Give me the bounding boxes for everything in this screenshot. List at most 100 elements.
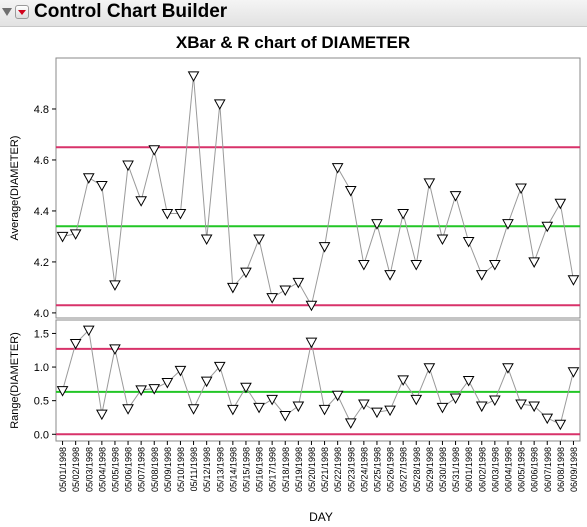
data-point[interactable] — [436, 402, 449, 414]
data-point[interactable] — [567, 275, 580, 286]
x-tick-label: 05/07/1998 — [137, 447, 147, 492]
x-tick-label: 06/03/1998 — [490, 447, 500, 492]
data-point[interactable] — [410, 394, 423, 406]
data-point[interactable] — [187, 404, 200, 415]
data-point[interactable] — [541, 221, 554, 233]
data-point[interactable] — [122, 160, 134, 172]
data-point[interactable] — [384, 405, 396, 417]
data-point[interactable] — [122, 404, 134, 415]
data-point[interactable] — [344, 418, 357, 429]
x-tick-label: 05/21/1998 — [320, 447, 330, 492]
data-point[interactable] — [475, 401, 488, 413]
data-point[interactable] — [423, 363, 436, 374]
data-point[interactable] — [56, 386, 69, 397]
data-point[interactable] — [318, 404, 331, 416]
data-point[interactable] — [200, 234, 213, 246]
x-tick-label: 05/29/1998 — [425, 447, 435, 492]
data-point[interactable] — [358, 399, 370, 411]
x-tick-label: 05/01/1998 — [58, 447, 68, 492]
data-point[interactable] — [462, 376, 475, 387]
panel-1: 4.0 4.2 4.4 4.6 4.8 Average(DIAMETER) — [9, 57, 581, 320]
data-point[interactable] — [187, 71, 200, 82]
data-point[interactable] — [528, 257, 540, 268]
disclosure-triangle-icon[interactable] — [2, 8, 12, 16]
data-point[interactable] — [371, 407, 383, 419]
red-triangle-menu-icon[interactable] — [15, 5, 29, 19]
data-point[interactable] — [227, 404, 239, 416]
x-tick-label: 06/01/1998 — [464, 447, 474, 492]
data-point[interactable] — [397, 208, 409, 220]
data-point[interactable] — [305, 300, 318, 312]
data-point[interactable] — [69, 229, 82, 240]
data-point[interactable] — [436, 234, 449, 246]
data-point[interactable] — [213, 99, 226, 110]
data-point[interactable] — [528, 401, 540, 413]
x-tick-label: 05/23/1998 — [346, 447, 356, 492]
data-point[interactable] — [502, 363, 514, 374]
chart-title: XBar & R chart of DIAMETER — [176, 33, 410, 52]
data-point[interactable] — [96, 180, 108, 192]
data-point[interactable] — [200, 376, 213, 388]
data-point[interactable] — [279, 285, 292, 296]
data-point[interactable] — [489, 395, 501, 407]
data-point[interactable] — [266, 293, 278, 304]
x-tick-label: 05/09/1998 — [163, 447, 173, 492]
data-point[interactable] — [253, 234, 265, 246]
y-tick-label: 4.4 — [34, 206, 49, 218]
data-point[interactable] — [148, 145, 161, 156]
data-point[interactable] — [253, 402, 265, 414]
data-point[interactable] — [371, 219, 383, 230]
data-point[interactable] — [292, 401, 305, 413]
data-point[interactable] — [449, 191, 462, 202]
data-point[interactable] — [515, 183, 527, 195]
data-point[interactable] — [305, 337, 318, 349]
data-point[interactable] — [82, 325, 95, 337]
data-point[interactable] — [109, 344, 121, 355]
data-point[interactable] — [331, 390, 344, 402]
data-point[interactable] — [344, 186, 357, 197]
data-point[interactable] — [148, 384, 161, 395]
data-point[interactable] — [240, 382, 252, 394]
data-point[interactable] — [567, 367, 580, 378]
data-point[interactable] — [515, 399, 527, 411]
data-point[interactable] — [475, 270, 488, 281]
data-point[interactable] — [135, 196, 147, 207]
data-point[interactable] — [554, 198, 567, 210]
data-point[interactable] — [358, 259, 370, 271]
data-point[interactable] — [161, 208, 174, 220]
data-point[interactable] — [213, 361, 226, 373]
data-point[interactable] — [266, 394, 278, 406]
series-line — [62, 329, 574, 425]
data-point[interactable] — [240, 267, 252, 279]
data-point[interactable] — [69, 339, 82, 350]
x-tick-label: 05/19/1998 — [294, 447, 304, 492]
y-tick-label: 4.6 — [34, 155, 49, 167]
data-point[interactable] — [318, 242, 331, 253]
control-chart: XBar & R chart of DIAMETER 4.04.24.44.64… — [9, 33, 581, 524]
x-tick-label: 06/09/1998 — [569, 447, 579, 492]
y-axis-label: Average(DIAMETER) — [9, 136, 21, 241]
data-point[interactable] — [541, 413, 554, 425]
data-point[interactable] — [292, 277, 305, 289]
data-point[interactable] — [227, 282, 239, 294]
data-point[interactable] — [56, 231, 69, 243]
data-point[interactable] — [174, 208, 187, 220]
data-point[interactable] — [279, 410, 292, 422]
data-point[interactable] — [135, 385, 147, 396]
data-point[interactable] — [397, 375, 409, 386]
data-point[interactable] — [109, 280, 121, 291]
data-point[interactable] — [82, 173, 95, 184]
data-point[interactable] — [554, 419, 567, 431]
data-point[interactable] — [96, 409, 108, 421]
data-point[interactable] — [462, 237, 475, 248]
data-point[interactable] — [410, 259, 423, 271]
data-point[interactable] — [161, 378, 174, 389]
data-point[interactable] — [489, 259, 501, 271]
data-point[interactable] — [174, 365, 187, 377]
data-point[interactable] — [423, 178, 436, 189]
x-tick-label: 05/18/1998 — [281, 447, 291, 492]
data-point[interactable] — [502, 219, 514, 230]
data-point[interactable] — [449, 393, 462, 405]
data-point[interactable] — [384, 270, 396, 281]
data-point[interactable] — [331, 163, 344, 174]
